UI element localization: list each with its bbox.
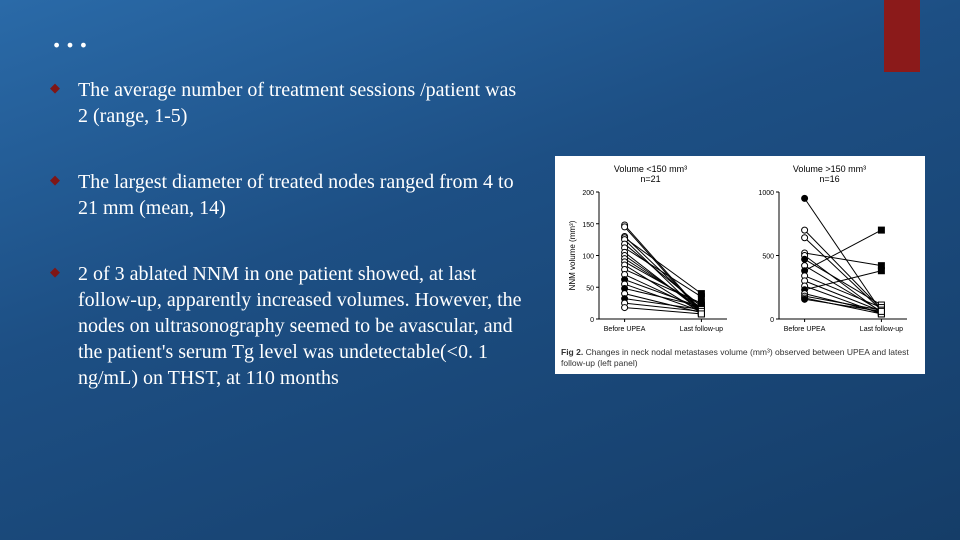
svg-text:NNM volume (mm³): NNM volume (mm³) [568,221,577,291]
panel-title-block: Volume <150 mm³ n=21 [614,164,687,184]
svg-text:100: 100 [582,254,594,261]
bullet-item: 2 of 3 ablated NNM in one patient showed… [50,261,530,391]
svg-text:50: 50 [586,286,594,293]
panel-title: Volume >150 mm³ [793,164,866,174]
svg-text:Before UPEA: Before UPEA [604,326,646,333]
svg-text:500: 500 [762,254,774,261]
svg-text:200: 200 [582,190,594,197]
svg-text:Before UPEA: Before UPEA [784,326,826,333]
panel-n: n=16 [793,174,866,184]
caption-rest: Changes in neck nodal metastases volume … [561,347,909,367]
panel-n: n=21 [614,174,687,184]
svg-text:Last follow-up: Last follow-up [680,326,723,333]
figure-caption: Fig 2. Changes in neck nodal metastases … [561,347,919,367]
chart-svg: 0 500 1000 Before UPEA Last follow-up [745,186,915,341]
bullet-item: The average number of treatment sessions… [50,77,530,129]
svg-text:150: 150 [582,222,594,229]
panel-title: Volume <150 mm³ [614,164,687,174]
panels-row: 0 50 100 150 200 NNM volume (mm³) Before UPEA L… [561,186,919,341]
svg-text:0: 0 [770,317,774,324]
figure-wrap: Volume <150 mm³ n=21 Volume >150 mm³ n=1… [555,156,925,373]
svg-text:1000: 1000 [758,190,774,197]
panel-right: 0 500 1000 Before UPEA Last follow-up [745,186,915,341]
svg-text:0: 0 [590,317,594,324]
slide-title: … [50,10,530,57]
panel-left: 0 50 100 150 200 NNM volume (mm³) Before UPEA L… [565,186,735,341]
left-column: … The average number of treatment sessio… [50,10,550,520]
content-row: … The average number of treatment sessio… [0,0,960,540]
bullet-list: The average number of treatment sessions… [50,77,530,391]
figure-titles: Volume <150 mm³ n=21 Volume >150 mm³ n=1… [561,164,919,184]
right-column: Volume <150 mm³ n=21 Volume >150 mm³ n=1… [550,10,930,520]
accent-bar [884,0,920,72]
panel-title-block: Volume >150 mm³ n=16 [793,164,866,184]
bullet-item: The largest diameter of treated nodes ra… [50,169,530,221]
caption-lead: Fig 2. [561,347,583,357]
slide: … The average number of treatment sessio… [0,0,960,540]
svg-text:Last follow-up: Last follow-up [860,326,903,333]
chart-svg: 0 50 100 150 200 NNM volume (mm³) Before UPEA L… [565,186,735,341]
